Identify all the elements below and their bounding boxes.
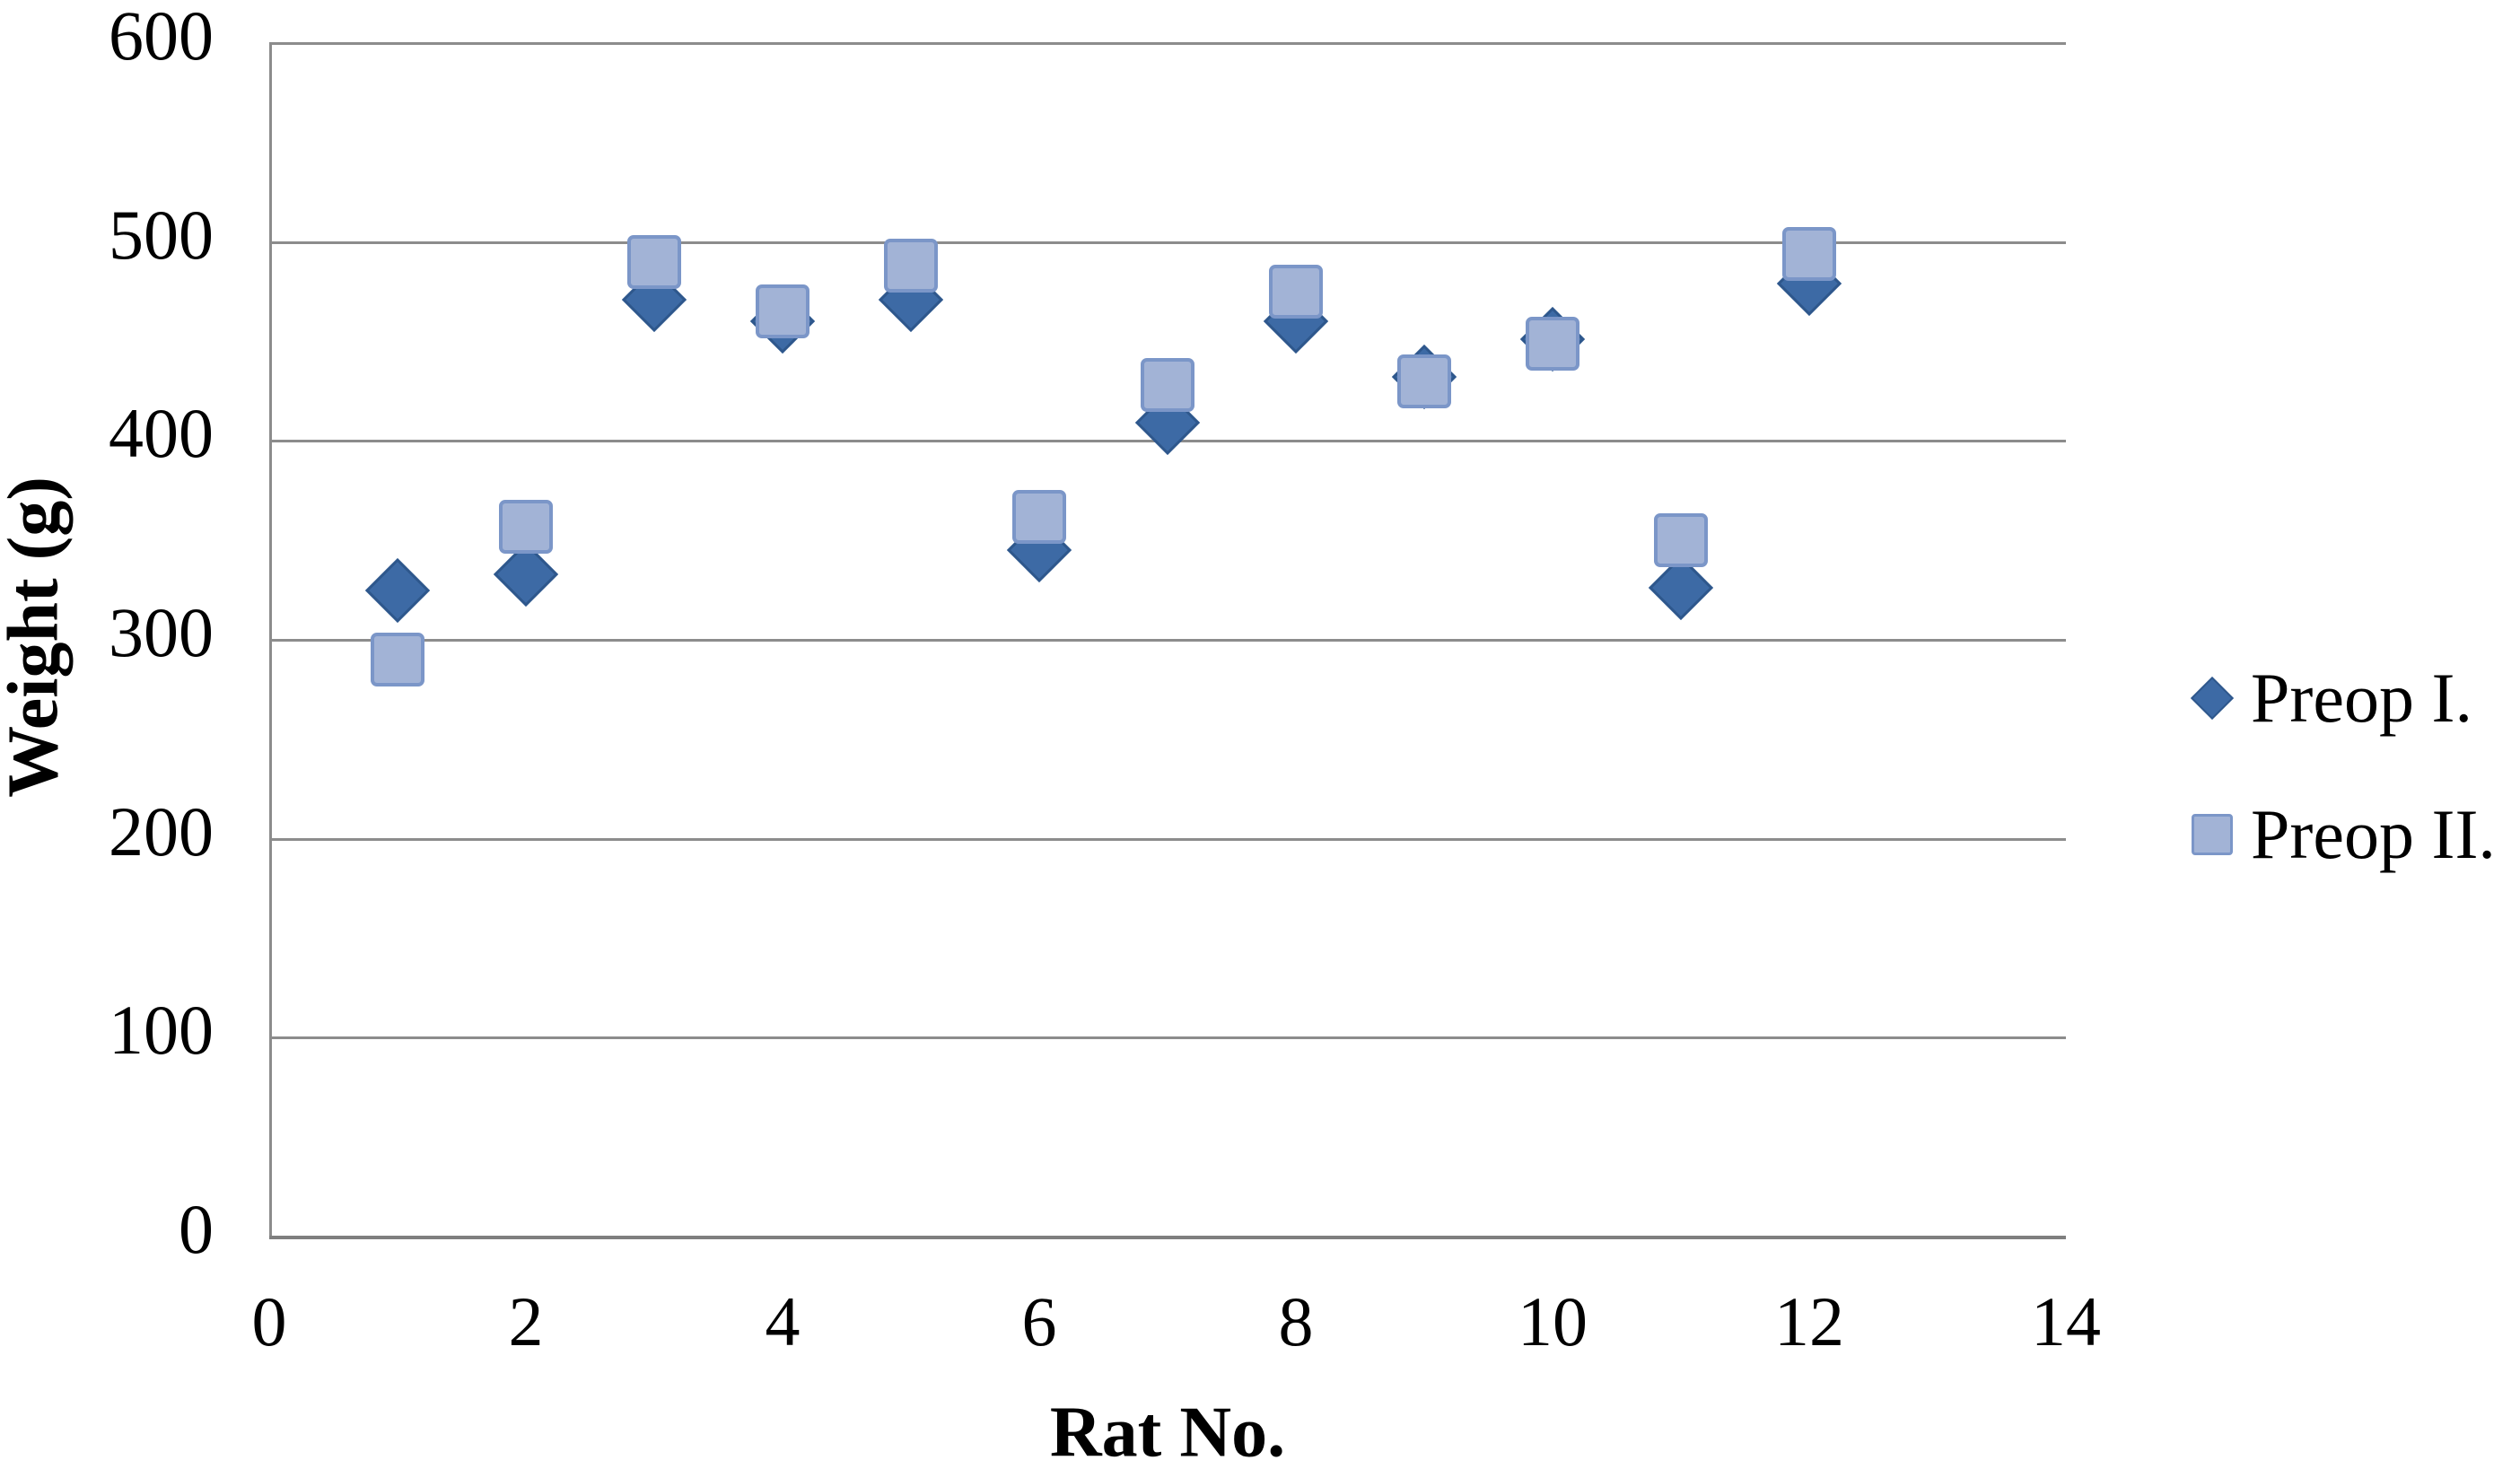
y-tick-label: 300 [109,593,214,671]
x-axis-title: Rat No. [1049,1393,1286,1469]
y-tick-label: 0 [179,1190,214,1268]
y-tick-label: 600 [109,0,214,74]
x-tick-label: 2 [508,1282,544,1360]
gridline [269,240,2066,244]
x-tick-label: 8 [1278,1282,1314,1360]
square-marker-rat-6 [1012,489,1066,544]
x-axis-line [269,1236,2066,1239]
square-marker-rat-8 [1269,265,1323,319]
x-tick-label: 10 [1518,1282,1588,1360]
square-marker-rat-1 [371,633,424,687]
gridline [269,42,2066,45]
square-marker-rat-5 [884,239,938,293]
legend-square-icon [2192,814,2233,855]
square-marker-rat-10 [1526,316,1579,371]
y-tick-label: 100 [109,991,214,1070]
square-marker-rat-11 [1654,513,1708,568]
y-tick-label: 500 [109,195,214,274]
x-tick-label: 14 [2031,1282,2101,1360]
x-tick-label: 6 [1021,1282,1057,1360]
legend-label: Preop II. [2251,795,2496,873]
y-axis-title: Weight (g) [0,477,74,798]
legend-diamond-icon [2190,676,2235,721]
x-tick-label: 12 [1774,1282,1844,1360]
square-marker-rat-4 [756,284,809,339]
gridline [269,1036,2066,1040]
x-tick-label: 4 [765,1282,801,1360]
square-marker-rat-9 [1397,354,1451,408]
gridline [269,639,2066,642]
y-tick-label: 200 [109,791,214,870]
legend-item: Preop II. [2190,800,2496,870]
legend-item: Preop I. [2190,663,2496,733]
legend-label: Preop I. [2251,659,2472,737]
y-tick-label: 400 [109,394,214,473]
x-tick-label: 0 [251,1282,287,1360]
legend: Preop I. Preop II. [2190,663,2496,870]
square-marker-rat-2 [499,499,553,554]
gridline [269,837,2066,841]
square-marker-rat-7 [1141,358,1194,413]
square-marker-rat-3 [627,234,681,289]
square-marker-rat-12 [1782,226,1836,281]
